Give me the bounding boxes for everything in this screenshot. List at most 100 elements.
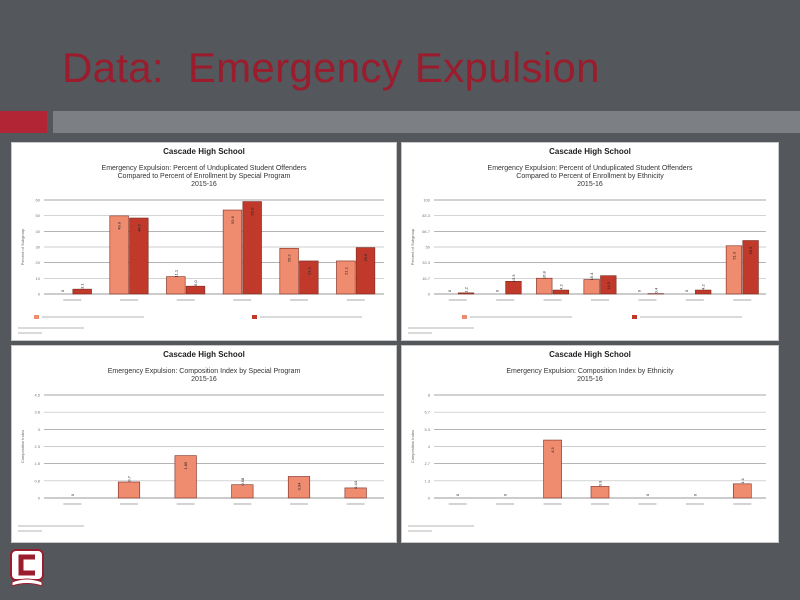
bar-value-label: 21.1	[306, 266, 311, 275]
bar-value-label: 4.2	[701, 283, 706, 289]
y-tick-label: 0	[428, 292, 431, 297]
y-tick-label: 16.7	[422, 276, 431, 281]
chart-panel-special-program-percent: Cascade High School Emergency Expulsion: …	[11, 142, 397, 341]
bar	[117, 481, 141, 499]
accent-bar-gray	[53, 111, 800, 133]
bar	[174, 455, 197, 499]
bar-value-label: 0.94	[297, 482, 302, 491]
chart-svg: Cascade High School Emergency Expulsion: …	[408, 350, 766, 532]
bar-value-label: 53.6	[230, 215, 235, 224]
y-tick-label: 1.3	[424, 478, 430, 483]
bar	[242, 201, 262, 295]
bar	[583, 279, 600, 295]
bar-value-label: 0	[637, 289, 642, 292]
bar-value-label: 49.9	[117, 221, 122, 230]
y-tick-label: 0	[38, 496, 41, 501]
bar-value-label: 21.1	[343, 266, 348, 275]
y-tick-label: 6.7	[424, 410, 430, 415]
chart-panel-ethnicity-percent: Cascade High School Emergency Expulsion: …	[401, 142, 779, 341]
bar-value-label: 15.4	[589, 272, 594, 281]
bar-value-label: 0	[503, 493, 508, 496]
y-tick-label: 40	[36, 229, 41, 234]
bar-value-label: 0	[692, 493, 697, 496]
accent-bar-red	[0, 111, 47, 133]
y-tick-label: 10	[36, 276, 41, 281]
chart-title-line: Compared to Percent of Enrollment by Eth…	[516, 173, 664, 180]
bar	[185, 285, 206, 295]
bar-value-label: 0	[645, 493, 650, 496]
bar-value-label: 0.58	[240, 477, 245, 486]
school-logo	[10, 549, 44, 587]
chart-title-line: Emergency Expulsion: Percent of Unduplic…	[488, 165, 693, 172]
bar	[129, 217, 149, 295]
chart-svg: Cascade High School Emergency Expulsion: …	[18, 147, 384, 334]
bar-value-label: 5.0	[193, 280, 198, 286]
chart-title-line: Compared to Percent of Enrollment by Spe…	[118, 173, 291, 180]
chart-title-line: Emergency Expulsion: Percent of Unduplic…	[102, 165, 307, 172]
bar	[299, 260, 319, 295]
bar-value-label: 16.8	[542, 271, 547, 280]
bar	[72, 288, 92, 295]
title-band	[0, 0, 800, 108]
chart-panel-special-program-composition: Cascade High School Emergency Expulsion: …	[11, 345, 397, 543]
bar-value-label: 59.0	[250, 207, 255, 216]
bar-value-label: 1.1	[740, 477, 745, 483]
legend-swatch	[632, 315, 637, 319]
chart-school-name: Cascade High School	[549, 350, 631, 359]
bar	[695, 289, 712, 295]
chart-title-line: 2015-16	[191, 181, 217, 188]
bar-value-label: 0.44	[353, 480, 358, 489]
y-axis-label: Composition Index	[20, 430, 25, 463]
bar-value-label: 0	[447, 289, 452, 292]
bar-value-label: 0.7	[127, 475, 132, 481]
bar-value-label: 0	[494, 289, 499, 292]
y-tick-label: 1.5	[34, 461, 40, 466]
chart-svg: Cascade High School Emergency Expulsion: …	[18, 350, 384, 532]
chart-title-line: Emergency Expulsion: Composition Index b…	[506, 368, 674, 375]
chart-panel-ethnicity-composition: Cascade High School Emergency Expulsion: …	[401, 345, 779, 543]
bar	[222, 209, 243, 295]
bar	[543, 439, 562, 499]
bar	[742, 240, 759, 295]
y-axis-label: Percent of Subgroup	[20, 228, 25, 265]
y-tick-label: 0	[428, 496, 431, 501]
bar	[536, 277, 553, 295]
chart-title-line: Emergency Expulsion: Composition Index b…	[108, 368, 301, 375]
y-tick-label: 4	[428, 444, 431, 449]
bar-value-label: 3.1	[80, 283, 85, 289]
bar	[590, 486, 610, 499]
bar	[505, 281, 522, 295]
bar-value-label: 0	[60, 289, 65, 292]
chart-title-line: 2015-16	[577, 376, 603, 383]
y-axis-label: Percent of Subgroup	[410, 228, 415, 265]
bar-value-label: 0	[684, 289, 689, 292]
bar	[166, 276, 186, 295]
bar-value-label: 56.9	[748, 246, 753, 255]
bar-value-label: 48.5	[136, 223, 141, 232]
y-tick-label: 30	[36, 245, 41, 250]
bar-value-label: 29.6	[363, 253, 368, 262]
y-tick-label: 0.8	[34, 478, 40, 483]
y-tick-label: 0	[38, 292, 41, 297]
bar-value-label: 4.5	[550, 447, 555, 453]
y-tick-label: 3.8	[34, 410, 40, 415]
y-tick-label: 5.3	[424, 427, 430, 432]
legend-swatch	[252, 315, 257, 319]
bar-value-label: 1.85	[183, 461, 188, 470]
bar-value-label: 4.2	[558, 283, 563, 289]
bar-value-label: 0.9	[598, 480, 603, 486]
bar	[231, 484, 254, 499]
bar-value-label: 13.5	[511, 274, 516, 283]
bar	[552, 289, 570, 295]
bar	[725, 245, 743, 295]
y-tick-label: 60	[36, 198, 41, 203]
bar-value-label: 29.2	[287, 254, 292, 263]
y-tick-label: 83.3	[422, 213, 431, 218]
bar	[457, 292, 475, 295]
bar-value-label: 0	[455, 493, 460, 496]
y-axis-label: Composition Index	[410, 430, 415, 463]
slide-title: Data: Emergency Expulsion	[62, 44, 600, 91]
y-tick-label: 50	[426, 245, 431, 250]
chart-svg: Cascade High School Emergency Expulsion: …	[408, 147, 766, 334]
bar-value-label: 11.1	[173, 269, 178, 277]
